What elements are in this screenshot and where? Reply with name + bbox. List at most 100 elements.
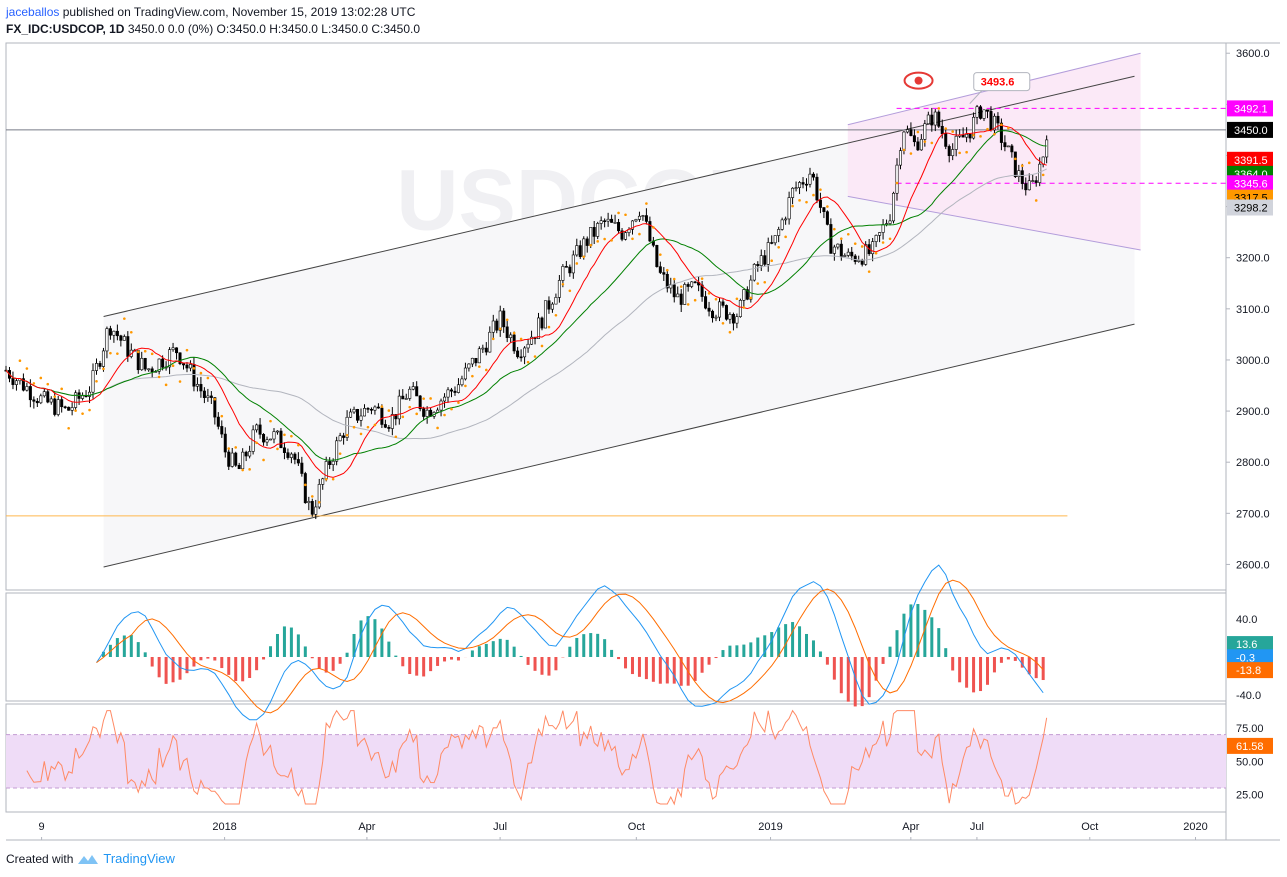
psar-dot bbox=[652, 226, 655, 229]
candle-body bbox=[213, 397, 217, 418]
price-tick-label: 3600.0 bbox=[1236, 48, 1270, 60]
macd-bar bbox=[422, 657, 426, 677]
psar-dot bbox=[234, 446, 238, 449]
psar-dot bbox=[596, 240, 599, 243]
candle-body bbox=[175, 347, 179, 354]
candle-body bbox=[474, 357, 478, 364]
candle-body bbox=[321, 478, 325, 485]
macd-bar bbox=[129, 634, 133, 657]
macd-bar bbox=[227, 657, 231, 675]
candle-body bbox=[578, 245, 582, 257]
candle-body bbox=[335, 440, 339, 462]
macd-bar bbox=[1013, 657, 1017, 661]
channel-upper-line bbox=[103, 75, 1135, 317]
candle-body bbox=[1027, 180, 1031, 191]
candle-body bbox=[505, 326, 509, 338]
psar-dot bbox=[533, 355, 537, 358]
psar-dot bbox=[206, 376, 210, 380]
psar-dot bbox=[1020, 164, 1024, 168]
candle-body bbox=[999, 122, 1003, 143]
candle-body bbox=[248, 451, 252, 457]
psar-dot bbox=[972, 133, 975, 137]
psar-dot bbox=[88, 408, 91, 412]
candle-body bbox=[241, 451, 245, 470]
author-link[interactable]: jaceballos bbox=[6, 5, 60, 19]
candle-body bbox=[376, 406, 380, 409]
candle-body bbox=[822, 207, 826, 212]
candle-body bbox=[136, 350, 140, 371]
macd-label-bg bbox=[1227, 636, 1273, 653]
macd-bar bbox=[317, 657, 321, 669]
macd-bar bbox=[630, 657, 634, 675]
macd-bar bbox=[742, 644, 746, 657]
psar-dot bbox=[192, 367, 196, 370]
psar-dot bbox=[129, 330, 133, 334]
price-tick-label: 3000.0 bbox=[1236, 355, 1270, 367]
candle-body bbox=[679, 293, 683, 305]
psar-dot bbox=[478, 365, 481, 368]
candle-body bbox=[98, 363, 102, 367]
candle-body bbox=[67, 406, 71, 411]
candle-body bbox=[1038, 163, 1042, 183]
psar-dot bbox=[770, 259, 774, 262]
macd-bar bbox=[540, 657, 544, 675]
candle-body bbox=[714, 316, 718, 319]
psar-dot bbox=[617, 211, 620, 215]
psar-dot bbox=[415, 412, 418, 416]
candle-body bbox=[571, 254, 575, 274]
candle-body bbox=[11, 378, 15, 385]
candle-body bbox=[425, 409, 429, 417]
candle-body bbox=[947, 146, 951, 157]
parabolic-sar bbox=[18, 107, 1045, 504]
candle-body bbox=[589, 227, 593, 246]
macd-bar bbox=[881, 657, 885, 664]
candle-body bbox=[443, 396, 447, 402]
price-label-bg bbox=[1227, 199, 1273, 216]
price-label-6: 3298.2 bbox=[1234, 203, 1268, 215]
macd-bar bbox=[721, 650, 725, 657]
psar-dot bbox=[262, 458, 265, 462]
macd-bar bbox=[171, 657, 175, 683]
macd-bar bbox=[909, 604, 913, 657]
candle-body bbox=[766, 242, 770, 265]
candle-body bbox=[446, 389, 450, 398]
macd-bar bbox=[269, 646, 273, 657]
time-label-5: 2019 bbox=[758, 821, 782, 833]
macd-bar bbox=[150, 657, 154, 667]
macd-bar bbox=[533, 657, 537, 671]
candle-body bbox=[484, 347, 488, 353]
psar-dot bbox=[366, 425, 370, 429]
psar-dot bbox=[359, 432, 363, 436]
psar-dot bbox=[491, 337, 495, 341]
candle-body bbox=[182, 363, 186, 366]
macd-bar bbox=[568, 646, 572, 657]
candle-body bbox=[905, 129, 909, 133]
macd-bar bbox=[470, 650, 474, 657]
psar-dot bbox=[109, 351, 112, 355]
candle-body bbox=[178, 352, 182, 364]
macd-bar bbox=[665, 657, 669, 684]
price-tick-label: 2700.0 bbox=[1236, 508, 1270, 520]
symbol-line: FX_IDC:USDCOP, 1D bbox=[6, 22, 125, 36]
macd-bar bbox=[164, 657, 168, 684]
candle-body bbox=[617, 222, 621, 232]
candle-body bbox=[143, 358, 147, 370]
candle-body bbox=[1024, 183, 1028, 191]
candle-body bbox=[526, 343, 530, 349]
candle-body bbox=[115, 330, 119, 337]
macd-bar bbox=[756, 637, 760, 657]
candle-body bbox=[81, 395, 85, 399]
psar-dot bbox=[812, 193, 815, 197]
candle-body bbox=[108, 328, 112, 336]
psar-dot bbox=[749, 296, 753, 300]
macd-bar bbox=[895, 630, 899, 657]
candle-body bbox=[937, 111, 941, 127]
psar-dot bbox=[700, 277, 704, 280]
tradingview-brand[interactable]: TradingView bbox=[103, 851, 175, 866]
macd-bar bbox=[825, 657, 829, 665]
macd-label-0: 13.6 bbox=[1236, 639, 1257, 651]
macd-bar bbox=[366, 616, 370, 657]
candle-body bbox=[898, 150, 902, 166]
candle-body bbox=[961, 134, 965, 138]
